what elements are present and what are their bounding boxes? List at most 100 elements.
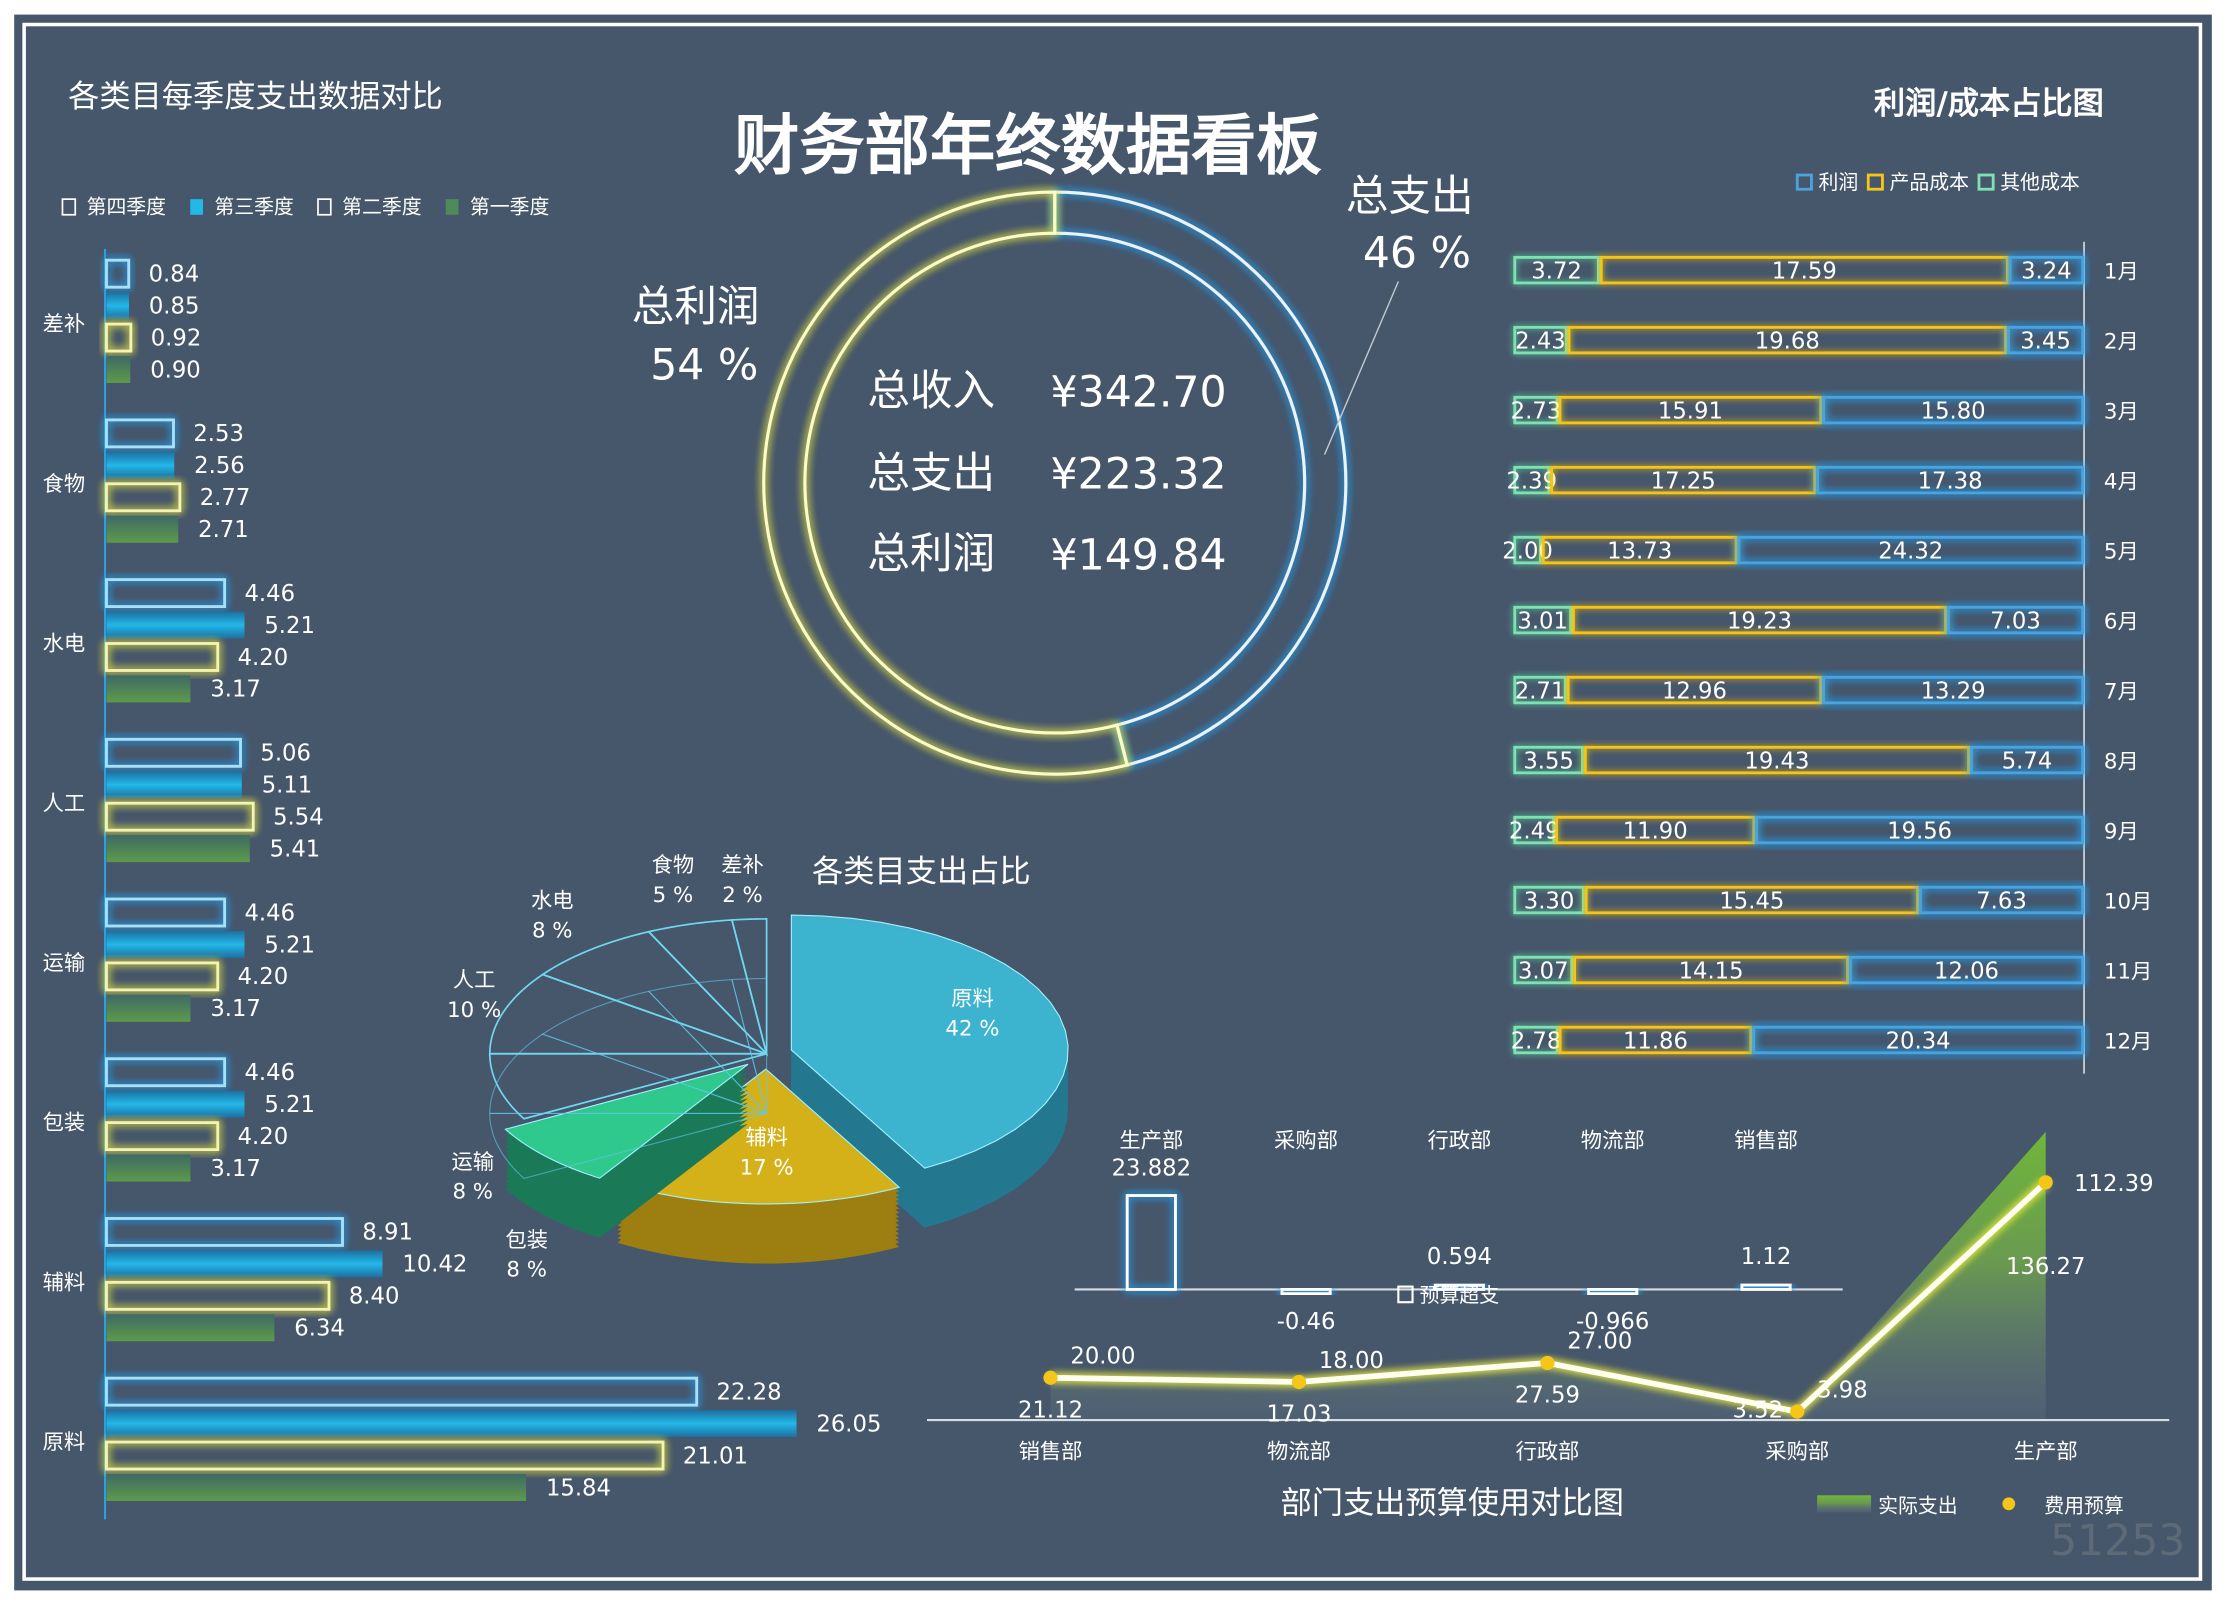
bar-其他成本 <box>1513 395 1559 425</box>
bar-value-label: 13.73 <box>1607 539 1672 565</box>
bar-产品成本 <box>1572 605 1947 635</box>
bar-value-label: 5.21 <box>264 613 315 639</box>
overspend-category: 生产部 <box>1119 1128 1183 1153</box>
budget-category-label: 物流部 <box>1267 1439 1331 1464</box>
legend-swatch <box>1977 173 1995 191</box>
budget-category-label: 销售部 <box>1019 1439 1083 1464</box>
bar-第二季度 <box>105 961 220 992</box>
budget-category-label: 采购部 <box>1765 1439 1829 1464</box>
pie-label-name: 原料 <box>951 987 994 1012</box>
month-label: 9月 <box>2104 820 2139 845</box>
pie-title: 各类目支出占比 <box>812 854 1031 890</box>
bar-value-label: 15.45 <box>1719 889 1784 915</box>
bar-value-label: 19.68 <box>1755 329 1820 355</box>
pie-slice-包装 <box>504 1063 749 1179</box>
bar-第三季度 <box>106 1090 245 1118</box>
bar-value-label: 2.77 <box>200 485 251 511</box>
bar-利润 <box>1969 745 2085 775</box>
bar-value-label: 14.15 <box>1679 959 1744 985</box>
bar-产品成本 <box>1558 395 1823 425</box>
pie-slice-side <box>489 1033 767 1114</box>
bar-value-label: 5.21 <box>264 932 315 958</box>
pie-slice-运输 <box>488 1052 767 1120</box>
bar-第四季度 <box>105 578 227 609</box>
overspend-bar <box>1587 1288 1639 1296</box>
bar-value-label: 12.06 <box>1934 959 1999 985</box>
actual-value-label: 3.52 <box>1733 1397 1784 1423</box>
category-label: 水电 <box>43 632 86 657</box>
bar-value-label: 4.46 <box>244 1060 295 1086</box>
frame-border <box>22 22 2203 1581</box>
pie-label-name: 水电 <box>531 889 574 914</box>
bar-value-label: 15.84 <box>546 1475 611 1501</box>
legend-label-q3: 第三季度 <box>214 195 294 218</box>
bar-其他成本 <box>1513 325 1568 355</box>
bar-产品成本 <box>1566 675 1823 705</box>
total-expense-label: 总支出 <box>867 448 995 498</box>
bar-value-label: 3.45 <box>2020 329 2071 355</box>
overspend-value: -0.46 <box>1277 1309 1336 1335</box>
bar-value-label: 5.54 <box>273 805 324 831</box>
overspend-legend-swatch <box>1397 1285 1414 1304</box>
bar-value-label: 5.06 <box>260 741 311 767</box>
legend-label-q1: 第一季度 <box>470 195 550 218</box>
bar-其他成本 <box>1513 465 1551 495</box>
budget-chart: 20.00 21.12 销售部 18.00 17.03 物流部 27.00 27.59 行政部 3… <box>927 1131 2170 1464</box>
bar-第四季度 <box>105 1376 699 1407</box>
bar-value-label: 13.29 <box>1921 679 1986 705</box>
expense-share-label: 总支出 <box>1346 172 1474 222</box>
bar-第二季度 <box>105 1280 331 1311</box>
bar-value-label: 2.71 <box>198 517 249 543</box>
overspend-value: -0.966 <box>1576 1309 1649 1335</box>
month-label: 10月 <box>2104 890 2152 915</box>
bar-第二季度 <box>105 642 220 672</box>
summary-donut <box>762 190 1348 776</box>
bar-第一季度 <box>106 675 191 703</box>
bar-value-label: 4.46 <box>244 581 295 607</box>
month-label: 12月 <box>2104 1030 2152 1055</box>
bar-value-label: 3.01 <box>1517 609 1568 635</box>
bar-其他成本 <box>1513 955 1574 985</box>
quarterly-chart-title: 各类目每季度支出数据对比 <box>68 79 443 115</box>
quarterly-bars: 差补 0.84 0.85 0.92 0.90 食物 2.53 2.56 2.77 2.71 水电 4.… <box>43 258 881 1501</box>
pie-slice-side <box>647 979 768 1116</box>
expense-leader-line <box>1323 281 1400 455</box>
pie-label-pct: 2 % <box>722 883 763 908</box>
pie-slice-人工 <box>488 973 767 1055</box>
bar-value-label: 0.90 <box>150 357 201 383</box>
bar-其他成本 <box>1513 675 1567 705</box>
bar-value-label: 21.01 <box>683 1443 748 1469</box>
pie-label-pct: 8 % <box>532 918 573 943</box>
bar-value-label: 0.84 <box>149 261 200 287</box>
category-label: 包装 <box>43 1111 86 1136</box>
bar-value-label: 19.43 <box>1744 749 1809 775</box>
bar-第四季度 <box>105 418 175 449</box>
month-label: 6月 <box>2104 610 2139 635</box>
bar-其他成本 <box>1513 605 1573 635</box>
pie-label-name: 差补 <box>721 853 764 878</box>
budget-value-label: 18.00 <box>1319 1348 1384 1374</box>
month-label: 8月 <box>2104 750 2139 775</box>
bar-value-label: 3.24 <box>2021 259 2072 285</box>
actual-value-label: 136.27 <box>2006 1254 2085 1280</box>
bar-利润 <box>1737 535 2085 565</box>
bar-利润 <box>2007 325 2085 355</box>
pie-label-pct: 8 % <box>506 1258 547 1283</box>
bar-value-label: 2.56 <box>194 453 245 479</box>
overspend-category: 销售部 <box>1734 1128 1798 1153</box>
pie-label-pct: 8 % <box>452 1180 493 1205</box>
bar-value-label: 15.80 <box>1921 399 1986 425</box>
bar-value-label: 7.03 <box>1990 609 2041 635</box>
bar-value-label: 3.17 <box>210 996 261 1022</box>
bar-value-label: 2.73 <box>1511 399 1562 425</box>
bar-value-label: 12.96 <box>1662 679 1727 705</box>
donut-profit-segment <box>762 190 1130 776</box>
bar-value-label: 0.92 <box>151 325 202 351</box>
bar-value-label: 7.63 <box>1976 889 2027 915</box>
bar-value-label: 3.07 <box>1518 959 1569 985</box>
legend-label-q2: 第二季度 <box>342 195 422 218</box>
bar-第二季度 <box>105 322 133 353</box>
actual-value-label: 17.03 <box>1266 1402 1331 1428</box>
legend-label: 利润 <box>1819 171 1859 194</box>
bar-value-label: 15.91 <box>1658 399 1723 425</box>
